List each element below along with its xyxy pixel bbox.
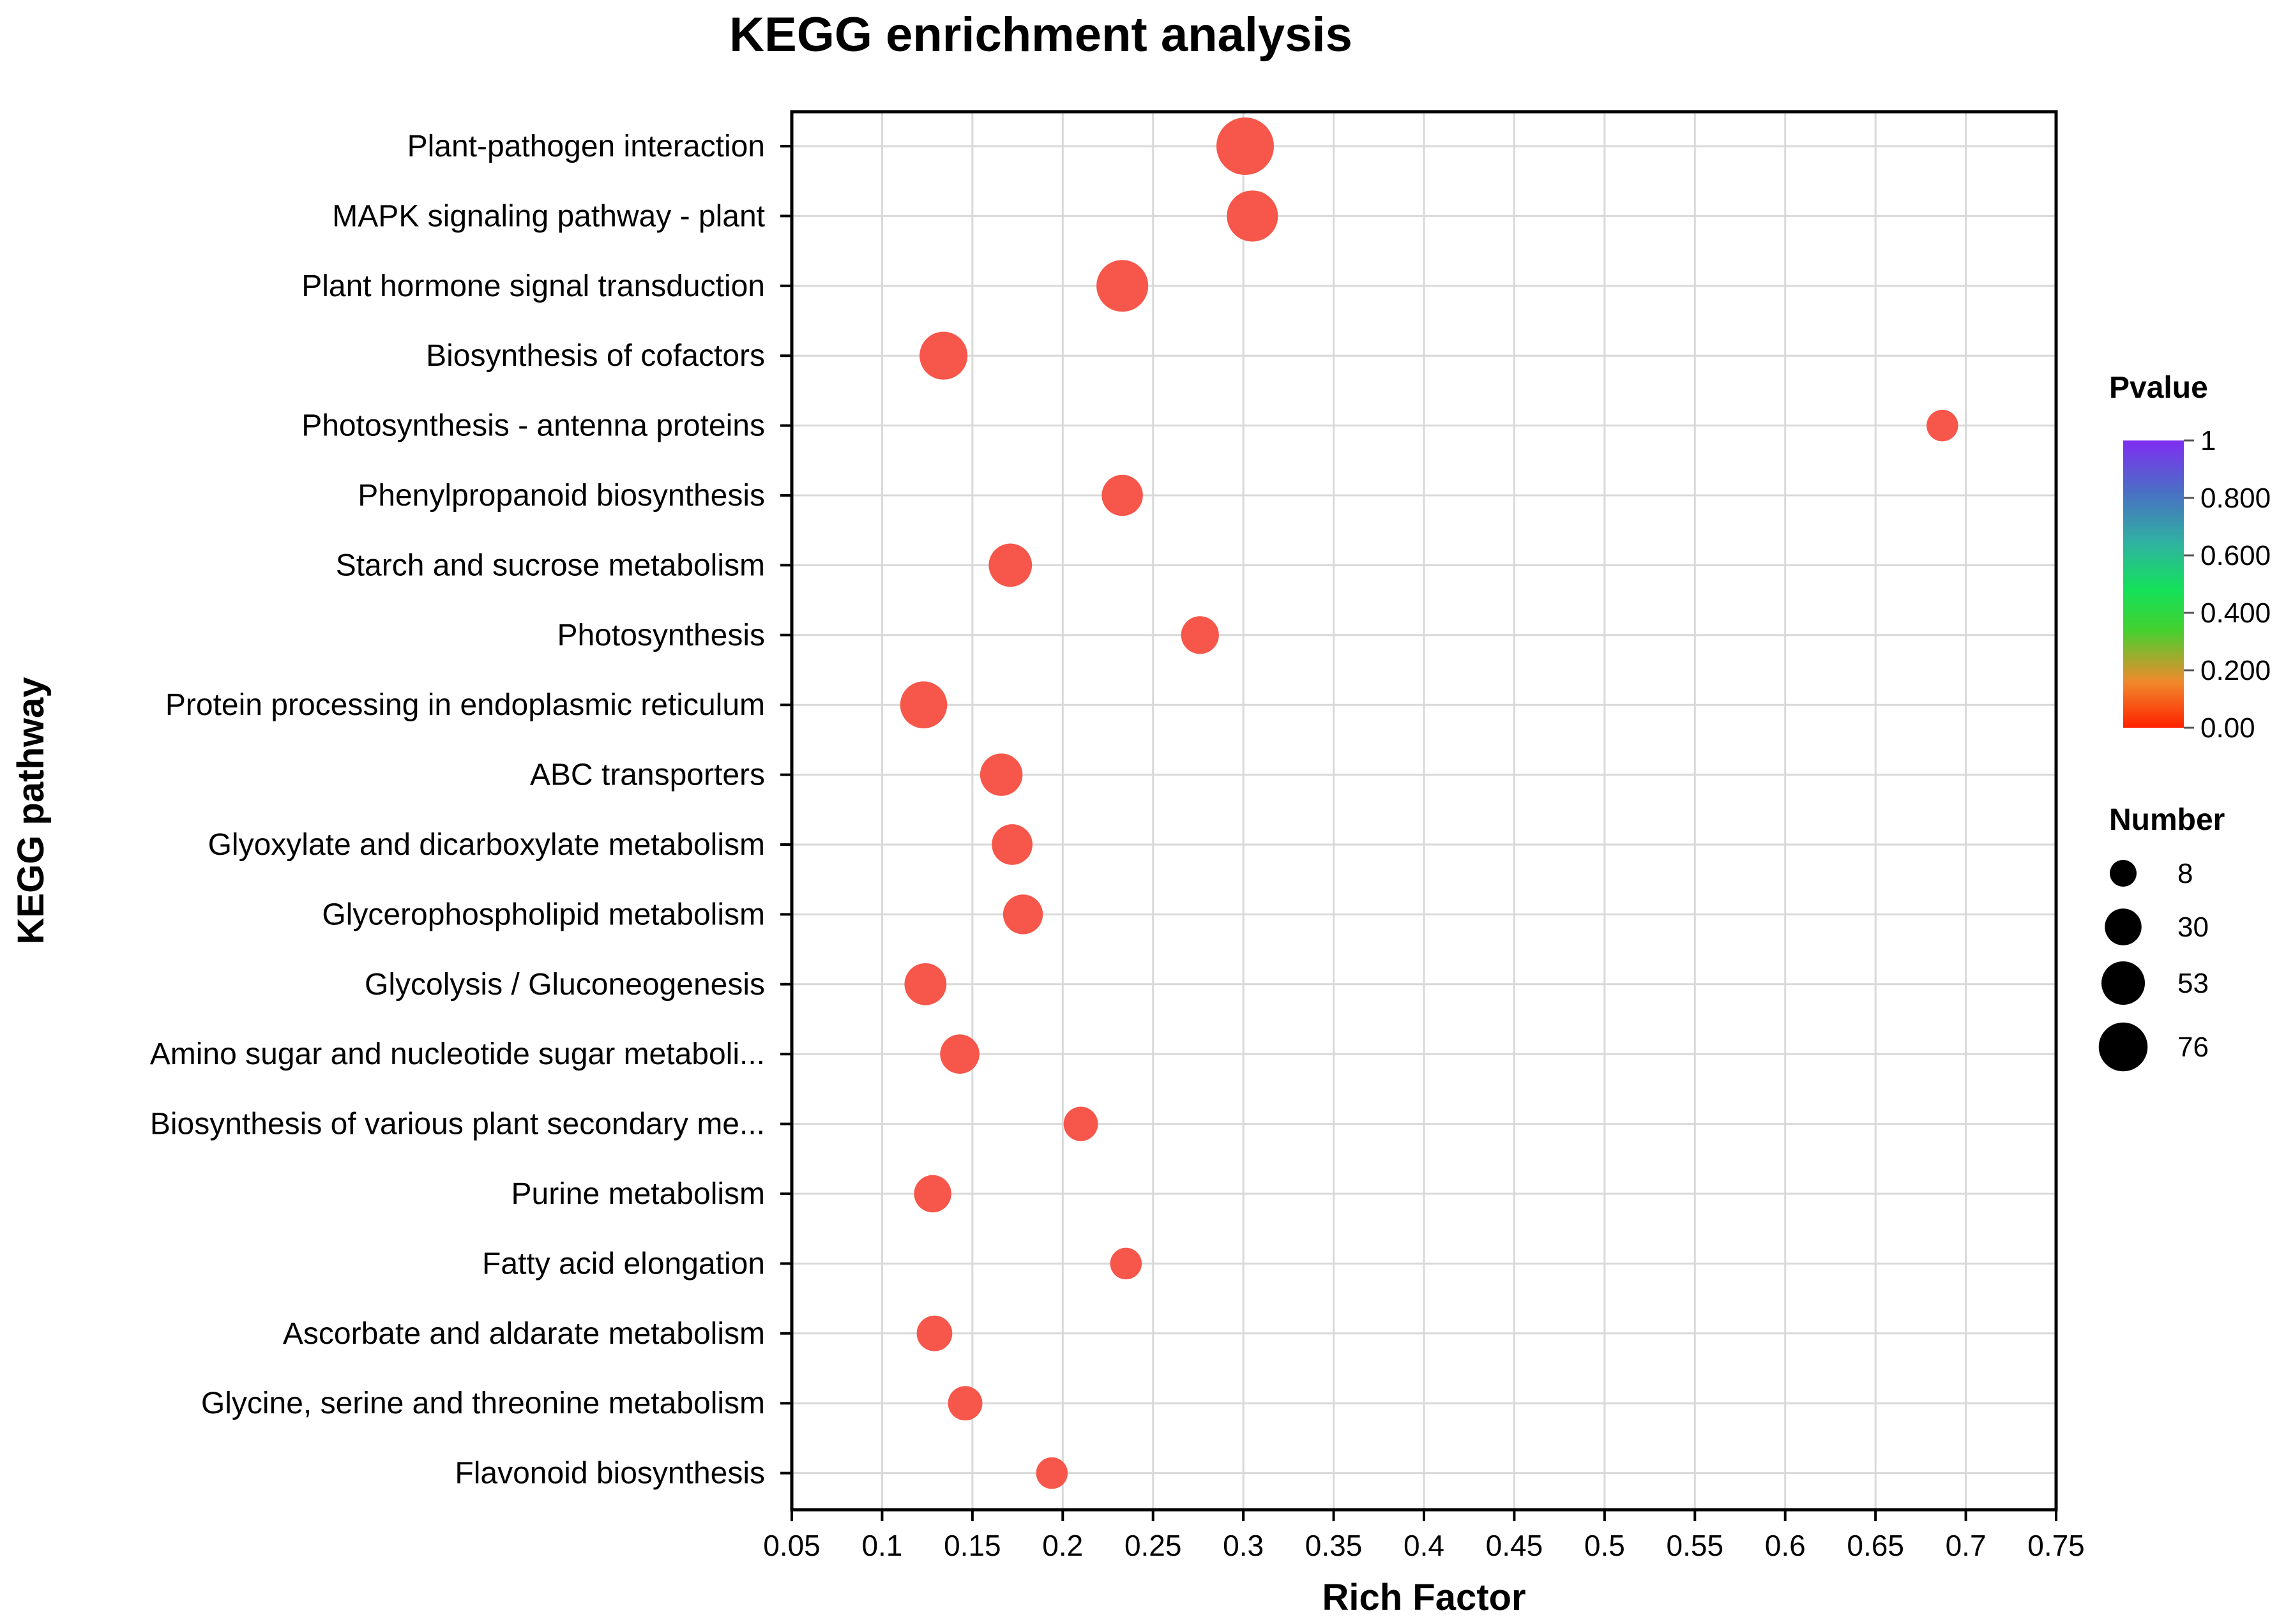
x-tick-label: 0.1 bbox=[861, 1529, 902, 1562]
data-point bbox=[992, 824, 1033, 865]
y-category-label: Purine metabolism bbox=[511, 1177, 766, 1211]
y-category-label: MAPK signaling pathway - plant bbox=[332, 199, 765, 233]
number-legend: Number 8 30 53 76 bbox=[2098, 803, 2225, 1072]
chart-title: KEGG enrichment analysis bbox=[729, 8, 1352, 62]
y-category-label: Glycolysis / Gluconeogenesis bbox=[365, 968, 765, 1002]
x-tick-label: 0.55 bbox=[1667, 1529, 1724, 1562]
y-category-label: Biosynthesis of cofactors bbox=[426, 339, 765, 373]
data-point bbox=[1926, 409, 1958, 442]
x-tick-label: 0.05 bbox=[763, 1529, 821, 1562]
y-axis-title: KEGG pathway bbox=[10, 677, 52, 945]
x-tick-label: 0.15 bbox=[944, 1529, 1001, 1562]
x-tick-label: 0.4 bbox=[1404, 1529, 1444, 1562]
y-category-label: Phenylpropanoid biosynthesis bbox=[358, 479, 765, 513]
pvalue-color-bar bbox=[2123, 440, 2184, 728]
data-point bbox=[1101, 474, 1143, 516]
number-legend-marker bbox=[2101, 961, 2146, 1005]
y-category-label: Photosynthesis - antenna proteins bbox=[301, 409, 765, 443]
pvalue-legend-title: Pvalue bbox=[2109, 371, 2208, 405]
data-point bbox=[920, 331, 968, 380]
data-point bbox=[914, 1175, 951, 1213]
data-point bbox=[1227, 190, 1278, 242]
pvalue-tick-label: 0.400 bbox=[2200, 598, 2271, 629]
x-tick-label: 0.65 bbox=[1847, 1529, 1904, 1562]
x-tick-label: 0.3 bbox=[1223, 1529, 1264, 1562]
number-legend-label: 30 bbox=[2177, 912, 2209, 943]
pvalue-tick-label: 0.00 bbox=[2200, 712, 2255, 744]
data-point bbox=[1110, 1247, 1142, 1280]
x-tick-label: 0.25 bbox=[1124, 1529, 1182, 1562]
pvalue-tick-label: 0.200 bbox=[2200, 655, 2271, 686]
y-category-label: Protein processing in endoplasmic reticu… bbox=[165, 688, 765, 722]
number-legend-label: 8 bbox=[2177, 858, 2193, 889]
y-category-label: Amino sugar and nucleotide sugar metabol… bbox=[150, 1037, 765, 1071]
pvalue-tick-label: 0.600 bbox=[2200, 540, 2271, 571]
number-legend-title: Number bbox=[2109, 803, 2225, 837]
pvalue-tick-label: 0.800 bbox=[2200, 483, 2271, 514]
data-point bbox=[916, 1315, 953, 1351]
data-point bbox=[940, 1034, 980, 1074]
y-category-label: Glycine, serine and threonine metabolism bbox=[201, 1387, 765, 1420]
y-category-label: Glycerophospholipid metabolism bbox=[322, 898, 765, 931]
number-legend-marker bbox=[2098, 1022, 2148, 1072]
y-category-label: Fatty acid elongation bbox=[482, 1247, 765, 1281]
y-category-label: Biosynthesis of various plant secondary … bbox=[150, 1108, 765, 1141]
pvalue-legend-ticks: 1 0.800 0.600 0.400 0.200 0.00 bbox=[2184, 425, 2271, 744]
x-tick-label: 0.2 bbox=[1042, 1529, 1083, 1562]
data-point bbox=[980, 753, 1023, 796]
y-category-label: Plant hormone signal transduction bbox=[301, 269, 765, 303]
x-tick-label: 0.35 bbox=[1305, 1529, 1363, 1562]
x-tick-label: 0.6 bbox=[1765, 1529, 1806, 1562]
x-tick-label: 0.5 bbox=[1584, 1529, 1625, 1562]
y-category-label: Starch and sucrose metabolism bbox=[336, 548, 765, 582]
data-point bbox=[1096, 260, 1149, 312]
data-point bbox=[988, 543, 1033, 587]
y-axis: Plant-pathogen interaction MAPK signaling… bbox=[150, 130, 792, 1491]
data-point bbox=[904, 963, 947, 1005]
number-legend-marker bbox=[2105, 908, 2142, 945]
grid-lines bbox=[791, 112, 2057, 1510]
x-axis: 0.05 0.1 0.15 0.2 0.25 0.3 0.35 0.4 0.45 0.5 0.55 0… bbox=[763, 1510, 2085, 1562]
number-legend-marker bbox=[2109, 859, 2137, 887]
data-point bbox=[1063, 1106, 1098, 1141]
data-point bbox=[1036, 1457, 1068, 1489]
y-category-label: ABC transporters bbox=[530, 758, 765, 792]
y-category-label: Photosynthesis bbox=[557, 619, 765, 652]
x-axis-title: Rich Factor bbox=[1322, 1577, 1525, 1618]
pvalue-tick-label: 1 bbox=[2200, 425, 2216, 456]
number-legend-items: 8 30 53 76 bbox=[2098, 858, 2209, 1072]
x-tick-label: 0.45 bbox=[1486, 1529, 1543, 1562]
y-category-label: Plant-pathogen interaction bbox=[407, 130, 765, 163]
y-category-label: Ascorbate and aldarate metabolism bbox=[283, 1317, 765, 1351]
y-category-label: Glyoxylate and dicarboxylate metabolism bbox=[208, 828, 765, 862]
number-legend-label: 76 bbox=[2177, 1032, 2209, 1063]
data-points bbox=[900, 117, 1958, 1489]
x-tick-label: 0.75 bbox=[2027, 1529, 2085, 1562]
x-tick-label: 0.7 bbox=[1946, 1529, 1987, 1562]
data-point bbox=[1003, 894, 1043, 935]
data-point bbox=[1181, 616, 1219, 654]
pvalue-legend: Pvalue 1 0.800 0.600 0.400 0.200 0.00 bbox=[2109, 371, 2271, 744]
data-point bbox=[1216, 117, 1274, 175]
y-category-label: Flavonoid biosynthesis bbox=[455, 1457, 765, 1491]
data-point bbox=[948, 1386, 983, 1421]
number-legend-label: 53 bbox=[2177, 968, 2209, 999]
data-point bbox=[900, 681, 948, 728]
